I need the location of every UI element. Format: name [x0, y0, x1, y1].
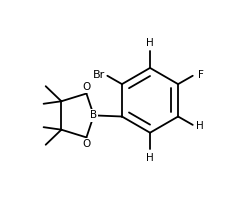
Text: B: B [90, 111, 97, 120]
Text: O: O [82, 82, 90, 92]
Text: H: H [146, 153, 154, 163]
Text: Br: Br [93, 70, 105, 80]
Text: H: H [146, 38, 154, 48]
Text: H: H [196, 121, 204, 131]
Text: F: F [198, 70, 204, 80]
Text: O: O [82, 139, 90, 149]
